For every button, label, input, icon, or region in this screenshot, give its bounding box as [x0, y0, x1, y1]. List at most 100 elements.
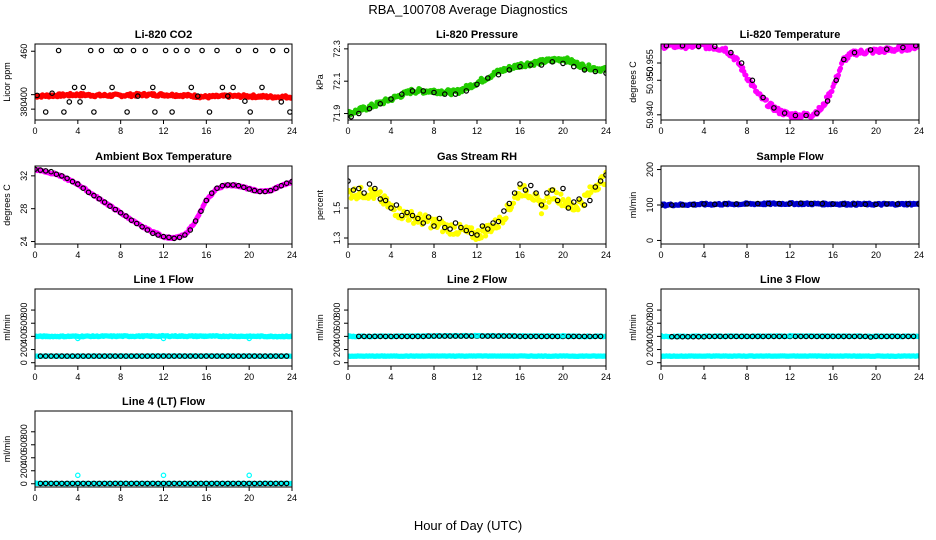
average-point	[35, 480, 38, 486]
average-point	[176, 480, 183, 487]
panel-title: Line 3 Flow	[760, 274, 820, 286]
series-cloud-data	[35, 166, 292, 242]
average-point	[701, 201, 707, 207]
raw-point	[574, 59, 580, 65]
series-avg-cyan	[661, 332, 793, 339]
average-point	[441, 333, 448, 339]
average-point	[188, 84, 195, 91]
chart-panel-6: Sample Flow ml/min 0 4 8 12 16 20 24 0 100 200	[628, 151, 924, 260]
x-tick-label: 16	[201, 250, 211, 260]
x-tick-label: 20	[871, 372, 881, 382]
chart-panel-10: Line 4 (LT) Flow ml/min 0 4 8 12 16 20 24 0 200400…	[2, 396, 297, 503]
y-axis-label: ml/min	[2, 314, 12, 341]
average-point	[169, 109, 175, 115]
x-tick-label: 12	[785, 126, 795, 136]
average-point	[733, 333, 740, 340]
average-point	[711, 333, 718, 340]
average-point	[42, 109, 49, 115]
average-point	[262, 353, 269, 359]
x-tick-label: 20	[871, 250, 881, 260]
average-point	[484, 333, 491, 339]
x-tick-label: 12	[472, 372, 482, 382]
average-point	[182, 232, 188, 238]
average-point	[484, 75, 491, 81]
average-point	[372, 333, 378, 340]
average-point	[840, 333, 847, 340]
average-point	[781, 110, 788, 116]
average-point	[182, 353, 188, 359]
average-point	[398, 91, 405, 97]
average-point	[814, 110, 820, 116]
y-tick-label: 0	[332, 360, 342, 365]
average-point	[246, 472, 253, 479]
average-point	[155, 232, 161, 238]
average-point	[760, 333, 766, 340]
data-layer	[661, 332, 919, 359]
average-point	[889, 333, 895, 340]
average-point	[225, 93, 231, 99]
average-point	[452, 91, 459, 97]
average-point	[717, 333, 723, 340]
average-point	[267, 353, 274, 359]
series-avg	[35, 47, 292, 115]
average-point	[830, 333, 836, 340]
raw-point	[769, 101, 775, 107]
average-point	[679, 44, 686, 49]
average-point	[350, 187, 357, 193]
average-point	[75, 472, 81, 479]
x-tick-label: 24	[287, 126, 297, 136]
average-point	[208, 480, 215, 487]
average-point	[64, 175, 70, 182]
raw-point	[553, 190, 560, 196]
average-point	[781, 333, 788, 340]
average-point	[506, 333, 513, 339]
average-point	[37, 167, 44, 173]
average-point	[101, 480, 108, 487]
x-tick-label: 8	[744, 250, 749, 260]
average-point	[96, 480, 103, 487]
average-point	[711, 201, 718, 208]
average-point	[269, 47, 276, 54]
average-point	[195, 93, 201, 99]
average-point	[679, 202, 686, 208]
average-point	[501, 333, 507, 339]
average-point	[377, 101, 384, 107]
average-point	[597, 333, 604, 340]
average-point	[570, 63, 577, 70]
y-axis-label: ml/min	[628, 314, 638, 341]
y-axis-label: degrees C	[2, 184, 12, 226]
average-point	[230, 480, 236, 487]
data-layer	[35, 332, 292, 359]
y-tick-label: 200	[645, 342, 655, 357]
average-point	[549, 58, 556, 65]
x-axis-title: Hour of Day (UTC)	[413, 518, 523, 533]
average-point	[409, 212, 416, 219]
average-point	[355, 110, 362, 117]
average-point	[883, 201, 890, 207]
average-point	[722, 333, 729, 340]
average-point	[366, 181, 373, 187]
average-point	[192, 218, 199, 224]
average-point	[867, 47, 874, 53]
raw-point	[417, 211, 423, 217]
average-point	[517, 333, 523, 340]
average-point	[101, 199, 108, 205]
average-point	[171, 235, 178, 242]
raw-point	[495, 224, 502, 230]
average-point	[128, 480, 135, 487]
series-avg	[37, 353, 290, 359]
raw-point	[722, 45, 729, 51]
average-point	[382, 197, 389, 204]
average-point	[58, 353, 65, 359]
average-point	[257, 353, 263, 359]
x-tick-label: 4	[388, 126, 393, 136]
x-tick-label: 4	[701, 372, 706, 382]
average-point	[150, 230, 156, 237]
x-tick-label: 8	[744, 372, 749, 382]
average-point	[214, 353, 220, 359]
average-point	[208, 190, 215, 196]
raw-point	[835, 72, 842, 78]
average-point	[690, 201, 697, 208]
panel-title: Li-820 Pressure	[436, 29, 518, 41]
x-tick-label: 8	[118, 126, 123, 136]
